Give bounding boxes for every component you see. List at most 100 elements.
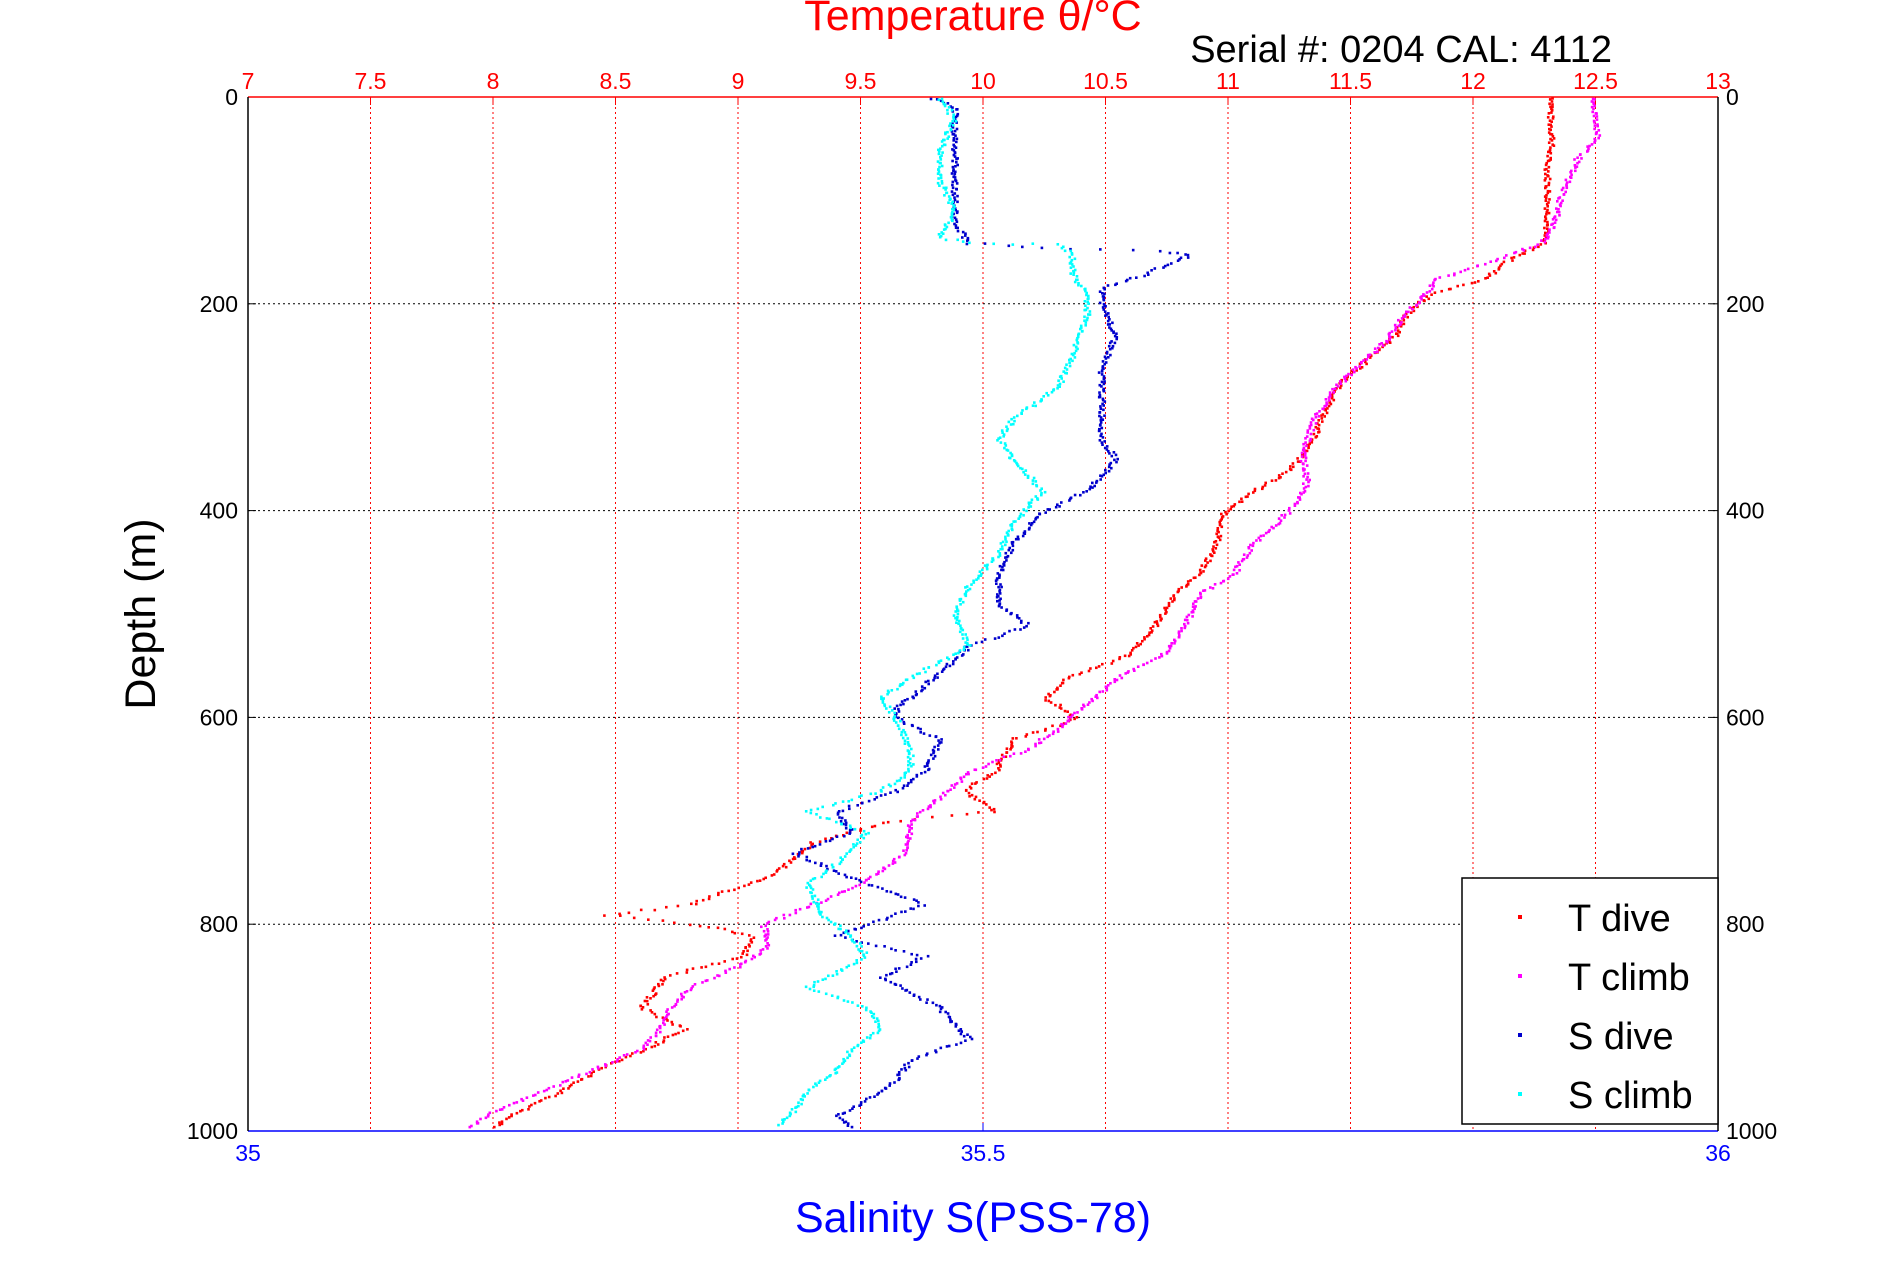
data-point: [901, 736, 905, 740]
data-point: [1068, 262, 1072, 265]
data-point: [620, 1058, 624, 1062]
data-point: [649, 1036, 652, 1039]
data-point: [909, 780, 913, 784]
data-point: [890, 947, 893, 951]
data-point: [914, 690, 918, 693]
data-point: [1089, 667, 1092, 670]
data-point: [817, 910, 821, 913]
data-point: [800, 850, 804, 853]
data-point: [1160, 617, 1163, 621]
data-point: [1470, 281, 1474, 285]
data-point: [618, 1056, 621, 1059]
data-point: [1110, 466, 1113, 470]
data-point: [1318, 410, 1321, 413]
data-point: [937, 748, 940, 751]
data-point: [887, 691, 890, 694]
data-point: [868, 1036, 872, 1040]
data-point: [1310, 441, 1314, 444]
data-point: [1115, 337, 1118, 341]
data-point: [807, 905, 811, 909]
data-point: [662, 1040, 665, 1044]
data-point: [1547, 211, 1551, 215]
depth-tick-label-left: 200: [200, 291, 238, 317]
depth-tick-label-right: 600: [1726, 704, 1764, 730]
data-point: [903, 739, 907, 743]
data-point: [1099, 478, 1102, 481]
data-point: [917, 995, 921, 999]
data-point: [877, 1022, 880, 1026]
data-point: [820, 875, 823, 879]
data-point: [988, 775, 991, 778]
data-point: [1552, 137, 1556, 140]
data-point: [759, 949, 762, 952]
data-point: [970, 793, 974, 797]
data-point: [981, 766, 985, 769]
data-point: [663, 1016, 667, 1020]
data-point: [797, 1101, 800, 1104]
data-point: [889, 784, 892, 788]
data-point: [1415, 304, 1418, 307]
data-point: [1177, 635, 1181, 639]
data-point: [1160, 652, 1163, 656]
data-point: [945, 662, 949, 666]
data-point: [1094, 695, 1097, 698]
legend-label: S climb: [1568, 1075, 1693, 1117]
data-point: [909, 757, 912, 761]
data-point: [1593, 127, 1596, 131]
data-point: [1076, 278, 1079, 282]
data-point: [1146, 635, 1149, 638]
data-point: [1363, 358, 1367, 361]
data-point: [980, 640, 984, 644]
data-point: [644, 1047, 647, 1051]
data-point: [908, 828, 911, 831]
data-point: [1235, 564, 1239, 568]
data-point: [939, 99, 943, 103]
data-point: [1084, 304, 1087, 307]
data-point: [1252, 491, 1255, 494]
data-point: [1039, 399, 1042, 403]
data-point: [1209, 586, 1212, 589]
data-point: [890, 689, 894, 692]
data-point: [952, 208, 956, 212]
data-point: [1277, 522, 1280, 526]
data-point: [1213, 583, 1217, 586]
data-point: [1317, 427, 1321, 431]
data-point: [1104, 361, 1108, 364]
data-point: [844, 819, 847, 822]
data-point: [1552, 226, 1556, 230]
data-point: [1167, 601, 1171, 605]
data-point: [1033, 401, 1036, 404]
data-point: [1124, 672, 1127, 675]
data-point: [1064, 371, 1067, 375]
data-point: [1373, 347, 1377, 350]
data-point: [486, 1115, 490, 1118]
data-point: [646, 1043, 649, 1046]
data-point: [1345, 378, 1349, 381]
data-point: [1569, 170, 1572, 174]
data-point: [1548, 198, 1551, 201]
data-point: [1016, 463, 1019, 466]
data-point: [752, 954, 755, 958]
data-point: [1544, 172, 1547, 176]
temperature-tick-label: 11.5: [1329, 68, 1372, 94]
data-point: [713, 976, 716, 980]
data-point: [1279, 519, 1283, 522]
data-point: [1109, 461, 1113, 465]
data-point: [1329, 402, 1333, 406]
data-point: [939, 1046, 943, 1050]
data-point: [1003, 632, 1006, 635]
data-point: [661, 1016, 665, 1019]
data-point: [1544, 186, 1547, 190]
data-point: [690, 986, 693, 990]
data-point: [1107, 465, 1111, 469]
data-point: [923, 686, 927, 690]
data-point: [1107, 469, 1111, 473]
data-point: [945, 225, 949, 229]
data-point: [1261, 485, 1265, 489]
data-point: [1453, 272, 1456, 275]
data-point: [985, 567, 989, 571]
data-point: [1283, 516, 1286, 519]
data-point: [1008, 546, 1011, 550]
data-point: [1586, 150, 1589, 153]
